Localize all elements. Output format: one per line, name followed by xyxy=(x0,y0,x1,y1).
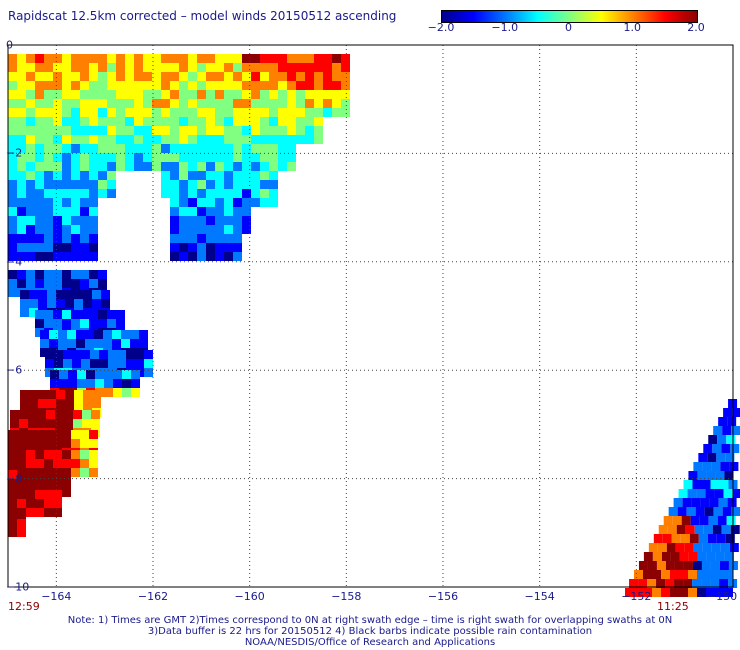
lat-tick-label: 0 xyxy=(6,38,13,52)
footnotes: Note: 1) Times are GMT 2)Times correspon… xyxy=(0,615,740,648)
lon-tick-label: −156 xyxy=(427,590,459,603)
colorbar-label: 1.0 xyxy=(623,21,642,34)
colorbar-label: 0 xyxy=(565,21,572,34)
map-frame xyxy=(7,44,734,588)
lon-tick-label: −158 xyxy=(331,590,362,603)
lon-tick-label: −152 xyxy=(621,590,652,603)
note-line-3: NOAA/NESDIS/Office of Research and Appli… xyxy=(244,637,496,648)
lat-tick-label: −6 xyxy=(6,363,23,377)
chart-title: Rapidscat 12.5km corrected – model winds… xyxy=(8,9,397,23)
lat-tick-label: −10 xyxy=(6,580,30,594)
note-line-1: Note: 1) Times are GMT 2)Times correspon… xyxy=(67,615,673,626)
time-label-left: 12:59 xyxy=(8,600,40,613)
wind-difference-map xyxy=(7,44,740,597)
lat-tick-label: −4 xyxy=(6,255,23,269)
time-label-right: 11:25 xyxy=(657,600,689,613)
colorbar-label: 2.0 xyxy=(687,21,705,34)
colorbar-label: −1.0 xyxy=(491,21,519,34)
lat-tick-label: −2 xyxy=(6,146,23,160)
lon-tick-label: −162 xyxy=(137,590,169,603)
lon-tick-label: −154 xyxy=(524,590,555,603)
lon-tick-label: −150 xyxy=(706,590,738,603)
colorbar-label: −2.0 xyxy=(427,21,455,34)
lon-tick-label: −164 xyxy=(41,590,72,603)
note-line-2: 3)Data buffer is 22 hrs for 20150512 4) … xyxy=(147,626,593,637)
colorbar xyxy=(441,10,698,23)
swath-cells xyxy=(8,54,740,597)
lon-tick-label: −160 xyxy=(234,590,265,603)
lat-tick-label: −8 xyxy=(6,472,23,486)
